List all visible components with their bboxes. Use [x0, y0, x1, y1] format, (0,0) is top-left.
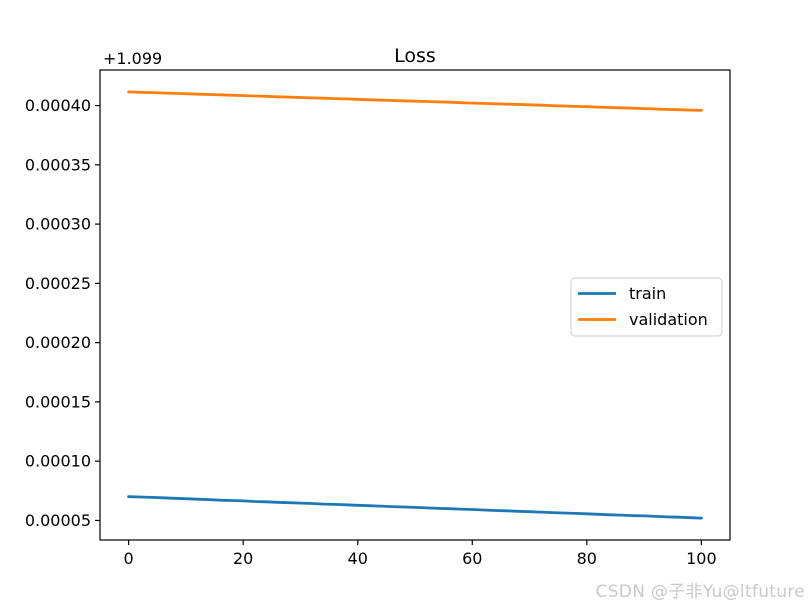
- legend-label-validation: validation: [629, 310, 708, 329]
- y-tick-label: 0.00015: [25, 392, 91, 411]
- series-line-validation: [127, 90, 703, 112]
- watermark: CSDN @子非Yu@ltfuture: [595, 582, 805, 602]
- y-tick-label: 0.00025: [25, 274, 91, 293]
- y-tick-label: 0.00005: [25, 511, 91, 530]
- y-tick-label: 0.00010: [25, 452, 91, 471]
- x-tick-label: 100: [686, 549, 717, 568]
- x-tick-label: 0: [124, 549, 134, 568]
- series-line-train: [127, 495, 703, 520]
- x-tick-label: 60: [462, 549, 482, 568]
- y-axis-offset-text: +1.099: [103, 49, 162, 68]
- x-tick-label: 40: [348, 549, 368, 568]
- y-tick-label: 0.00030: [25, 215, 91, 234]
- x-tick-label: 20: [233, 549, 253, 568]
- x-tick-label: 80: [577, 549, 597, 568]
- axes-frame: [99, 69, 731, 541]
- y-tick-label: 0.00035: [25, 155, 91, 174]
- y-tick-label: 0.00020: [25, 333, 91, 352]
- chart-title: Loss: [394, 45, 436, 67]
- legend: train validation: [570, 277, 723, 337]
- plot-area: 0 20 40 60 80 100 0.00005 0.00010 0.00015 0.00020…: [25, 69, 731, 568]
- legend-label-train: train: [629, 284, 666, 303]
- y-tick-label: 0.00040: [25, 96, 91, 115]
